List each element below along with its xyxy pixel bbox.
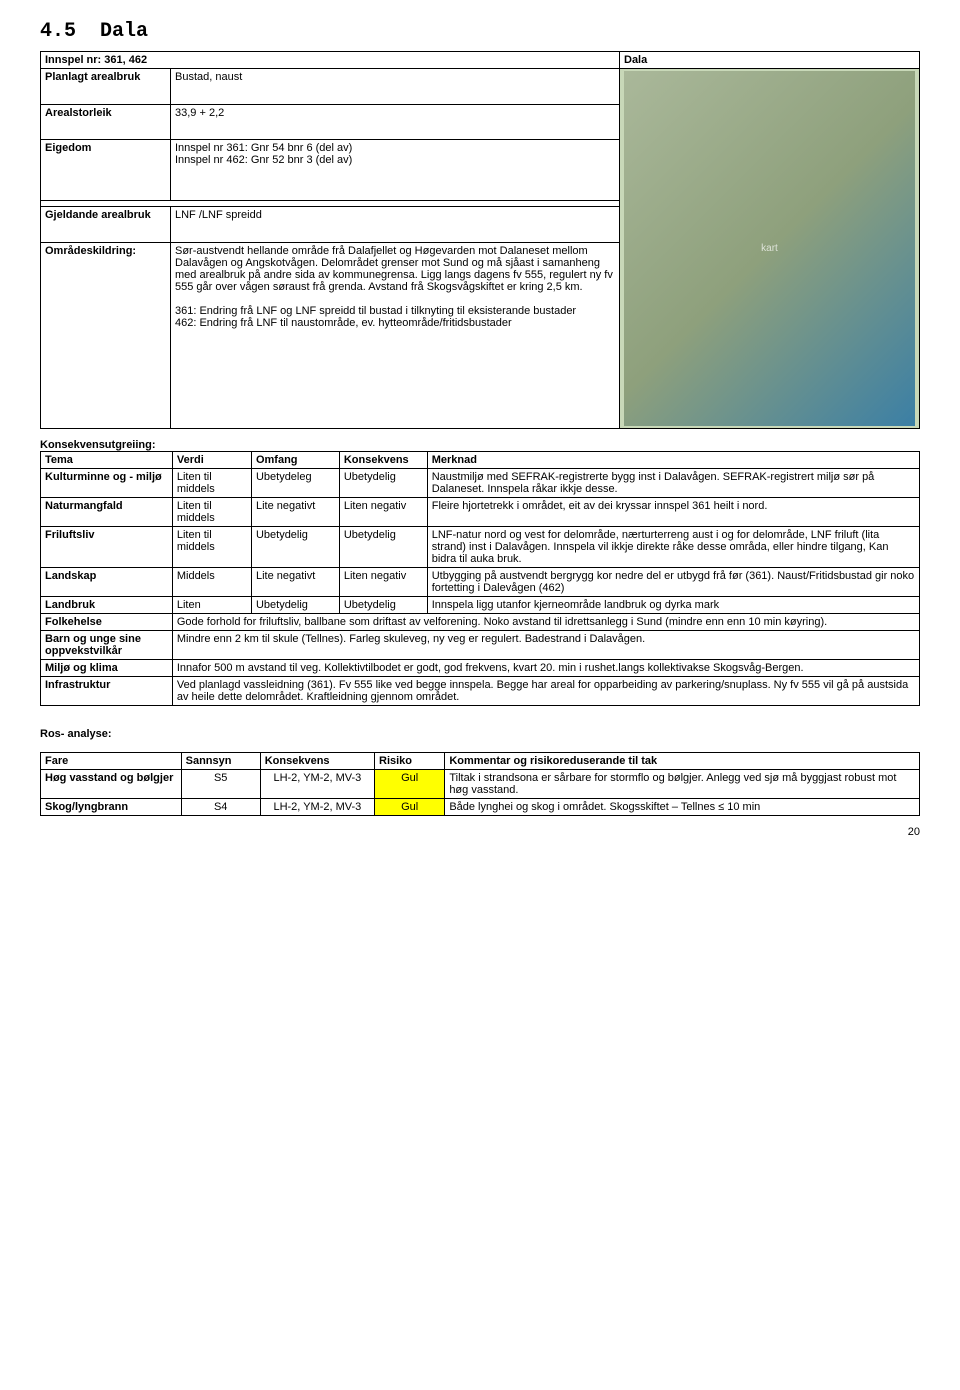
dala-label: Dala [620, 52, 920, 69]
table-cell: Høg vasstand og bølgjer [41, 770, 182, 799]
table-cell: S4 [181, 799, 260, 816]
th: Kommentar og risikoreduserande til tak [445, 753, 920, 770]
table-cell: Både lynghei og skog i området. Skogsski… [445, 799, 920, 816]
th: Fare [41, 753, 182, 770]
section-title: 4.5 Dala [40, 20, 920, 43]
table-cell: Liten [172, 597, 251, 614]
table-cell: Landbruk [41, 597, 173, 614]
th: Verdi [172, 452, 251, 469]
table-cell: Skog/lyngbrann [41, 799, 182, 816]
row-value: Bustad, naust [171, 69, 620, 105]
row-label: Arealstorleik [41, 104, 171, 140]
ros-table: Fare Sannsyn Konsekvens Risiko Kommentar… [40, 752, 920, 816]
table-cell: Innspela ligg utanfor kjerneområde landb… [427, 597, 919, 614]
table-cell: Lite negativt [251, 498, 339, 527]
table-cell: Liten til middels [172, 527, 251, 568]
table-cell: Liten negativ [339, 498, 427, 527]
th: Tema [41, 452, 173, 469]
table-cell: Liten til middels [172, 498, 251, 527]
omrodes-label: Områdeskildring: [41, 242, 171, 428]
row-value: Innspel nr 361: Gnr 54 bnr 6 (del av) In… [171, 140, 620, 201]
table-cell: Naturmangfald [41, 498, 173, 527]
table-cell: Miljø og klima [41, 660, 173, 677]
table-cell: Ubetydelig [339, 469, 427, 498]
map-cell: kart [620, 69, 920, 429]
map-image: kart [624, 71, 915, 426]
table-cell: Fleire hjortetrekk i området, eit av dei… [427, 498, 919, 527]
table-cell: Liten negativ [339, 568, 427, 597]
row-label: Eigedom [41, 140, 171, 201]
th: Omfang [251, 452, 339, 469]
table-cell: LH-2, YM-2, MV-3 [260, 770, 374, 799]
konsekvens-title: Konsekvensutgreiing: [40, 439, 920, 451]
table-cell: Naustmiljø med SEFRAK-registrerte bygg i… [427, 469, 919, 498]
gjeldande-value: LNF /LNF spreidd [171, 206, 620, 242]
th: Sannsyn [181, 753, 260, 770]
omrodes-value: Sør-austvendt hellande område frå Dalafj… [171, 242, 620, 428]
innspel-label: Innspel nr: 361, 462 [41, 52, 620, 69]
table-cell: Kulturminne og - miljø [41, 469, 173, 498]
row-label: Planlagt arealbruk [41, 69, 171, 105]
table-cell: Gode forhold for friluftsliv, ballbane s… [172, 614, 919, 631]
row-value: 33,9 + 2,2 [171, 104, 620, 140]
table-cell: S5 [181, 770, 260, 799]
th: Risiko [375, 753, 445, 770]
table-cell: Ubetydeleg [251, 469, 339, 498]
page-number: 20 [40, 826, 920, 838]
table-cell: Ved planlagd vassleidning (361). Fv 555 … [172, 677, 919, 706]
table-cell: Ubetydelig [251, 597, 339, 614]
table-cell: Landskap [41, 568, 173, 597]
section-number: 4.5 [40, 20, 76, 43]
table-cell: Liten til middels [172, 469, 251, 498]
section-name: Dala [100, 20, 148, 43]
table-cell: Lite negativt [251, 568, 339, 597]
table-cell: Mindre enn 2 km til skule (Tellnes). Far… [172, 631, 919, 660]
konsekvens-table: Tema Verdi Omfang Konsekvens Merknad Kul… [40, 451, 920, 706]
main-table: Innspel nr: 361, 462 Dala Planlagt areal… [40, 51, 920, 429]
table-cell: Folkehelse [41, 614, 173, 631]
table-cell: Friluftsliv [41, 527, 173, 568]
ros-title: Ros- analyse: [40, 728, 920, 740]
table-cell: Gul [375, 799, 445, 816]
table-cell: Gul [375, 770, 445, 799]
table-cell: LNF-natur nord og vest for delområde, næ… [427, 527, 919, 568]
table-cell: Utbygging på austvendt bergrygg kor nedr… [427, 568, 919, 597]
table-cell: Tiltak i strandsona er sårbare for storm… [445, 770, 920, 799]
table-cell: Ubetydelig [251, 527, 339, 568]
table-cell: Ubetydelig [339, 527, 427, 568]
table-cell: Middels [172, 568, 251, 597]
table-cell: LH-2, YM-2, MV-3 [260, 799, 374, 816]
table-cell: Innafor 500 m avstand til veg. Kollektiv… [172, 660, 919, 677]
table-cell: Ubetydelig [339, 597, 427, 614]
gjeldande-label: Gjeldande arealbruk [41, 206, 171, 242]
th: Merknad [427, 452, 919, 469]
th: Konsekvens [260, 753, 374, 770]
th: Konsekvens [339, 452, 427, 469]
table-cell: Infrastruktur [41, 677, 173, 706]
table-cell: Barn og unge sine oppvekstvilkår [41, 631, 173, 660]
